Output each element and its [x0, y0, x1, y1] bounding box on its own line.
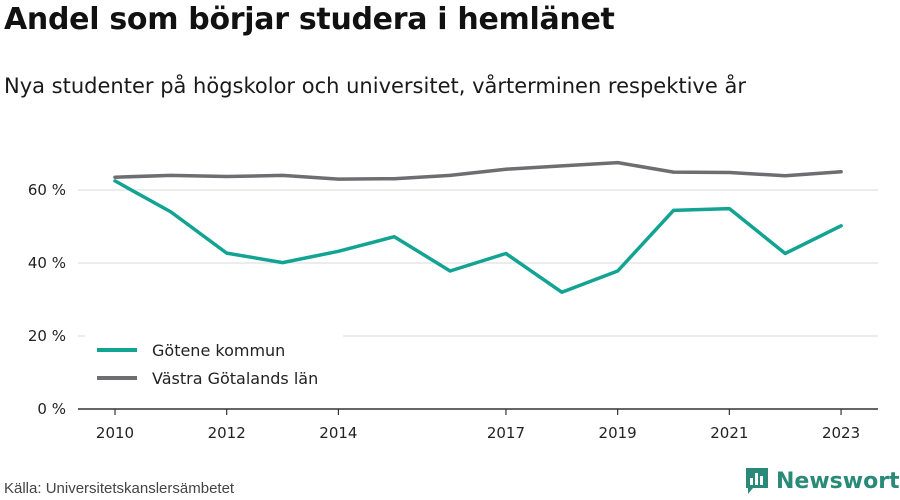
bar-chart-logo-icon — [746, 468, 768, 494]
x-tick-label: 2012 — [208, 424, 246, 442]
line-chart: 0 % 20 % 40 % 60 % 2010 2012 2014 2017 2019 2021 2… — [28, 160, 878, 442]
brand-name: Newsworthy — [776, 468, 900, 494]
y-tick-label: 20 % — [28, 327, 66, 345]
x-tick-label: 2010 — [96, 424, 134, 442]
series-line-2 — [113, 160, 843, 181]
brand: Newsworthy — [744, 466, 900, 496]
chart-subtitle: Nya studenter på högskolor och universit… — [4, 74, 746, 98]
legend-background — [85, 335, 343, 397]
x-tick-label: 2019 — [599, 424, 637, 442]
legend-label: Götene kommun — [152, 341, 285, 360]
y-tick-label: 40 % — [28, 254, 66, 272]
x-tick-label: 2021 — [710, 424, 748, 442]
x-axis: 0 % 20 % 40 % 60 % 2010 2012 2014 2017 2019 2021 2… — [28, 181, 878, 442]
x-tick-label: 2014 — [319, 424, 357, 442]
source-note: Källa: Universitetskanslersämbetet — [4, 480, 235, 497]
series-line-1 — [113, 179, 843, 294]
legend-label: Västra Götalands län — [152, 369, 318, 388]
legend: Götene kommun Västra Götalands län — [85, 335, 343, 397]
y-tick-label: 60 % — [28, 181, 66, 199]
y-tick-label: 0 % — [37, 400, 66, 418]
x-tick-label: 2023 — [822, 424, 860, 442]
chart-title: Andel som börjar studera i hemlänet — [4, 2, 615, 37]
series-lines — [113, 160, 843, 294]
x-tick-label: 2017 — [487, 424, 525, 442]
